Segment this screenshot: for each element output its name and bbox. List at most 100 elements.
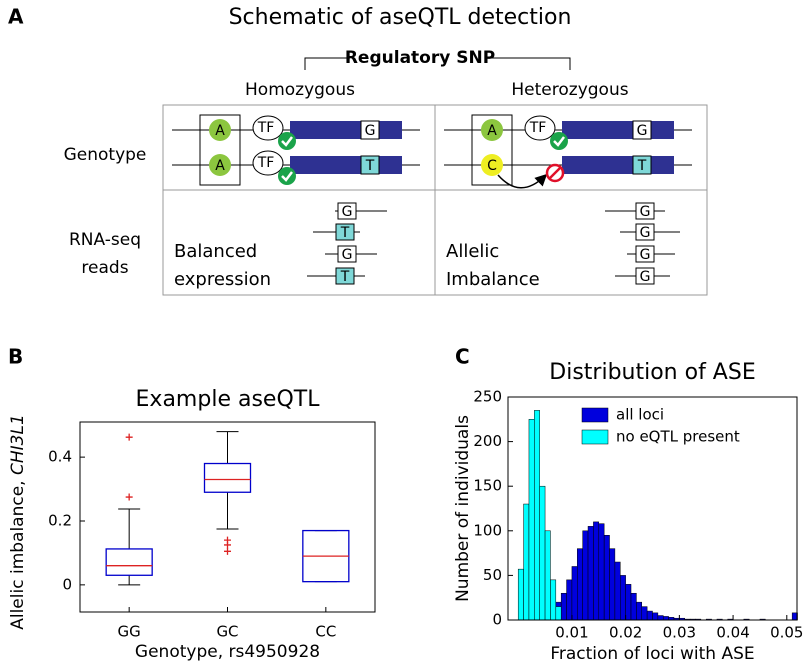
box	[203, 462, 252, 493]
snp-frame	[199, 114, 241, 186]
box	[105, 548, 153, 576]
histogram-bar	[657, 615, 664, 621]
snp-frame	[471, 114, 513, 186]
bracket	[304, 57, 571, 70]
histogram-bar	[609, 548, 616, 621]
allele-text: G	[365, 123, 376, 139]
x-tick-label: 0.02	[609, 624, 642, 642]
y-axis-label: Number of individuals	[453, 415, 473, 602]
allele-text: T	[637, 158, 647, 174]
gene-body	[562, 156, 674, 174]
gene-body	[562, 121, 674, 139]
snp-allele	[209, 154, 231, 176]
legend-label: all loci	[616, 406, 664, 424]
plot-frame	[507, 396, 798, 621]
histogram-bar	[523, 503, 530, 621]
allele-box	[632, 155, 652, 175]
allele-text: G	[637, 123, 648, 139]
histogram-bar	[555, 606, 562, 621]
check-mark	[281, 171, 293, 182]
y-tick-label: 100	[473, 521, 502, 539]
histogram-bar	[571, 566, 578, 621]
legend-swatch	[581, 407, 609, 423]
y-axis-label-gene: CHI3L1	[8, 414, 28, 475]
x-tick-label: 0.01	[555, 624, 588, 642]
row-label: Genotype	[64, 145, 147, 165]
label: Balanced	[174, 241, 257, 262]
histogram-bar	[625, 584, 632, 621]
snp-allele	[481, 154, 503, 176]
read-allele-box	[635, 245, 655, 263]
tf	[524, 115, 556, 141]
histogram-bar	[614, 561, 621, 621]
read-allele: G	[640, 225, 651, 241]
read-allele: G	[640, 269, 651, 285]
x-tick-label: 0.05	[770, 624, 803, 642]
regulatory-snp: Regulatory SNP	[345, 48, 495, 68]
histogram-bar	[566, 579, 573, 621]
snp-allele-text: C	[487, 158, 497, 174]
row-label: RNA-seq	[69, 230, 141, 250]
read-allele-box	[635, 223, 655, 241]
histogram-bar	[534, 410, 540, 621]
y-tick-label: 0.4	[48, 448, 72, 466]
histogram-bar	[630, 592, 637, 621]
gene-body	[290, 156, 402, 174]
read-allele: T	[340, 225, 350, 241]
check-mark	[281, 136, 293, 147]
snp-allele	[481, 119, 503, 141]
read-allele-box	[335, 267, 355, 285]
label: Allelic	[446, 241, 499, 262]
histogram-bar	[560, 592, 567, 621]
read-allele: G	[640, 247, 651, 263]
histogram-bar	[587, 526, 594, 621]
heterozygous-label: Heterozygous	[511, 80, 628, 100]
y-tick-label: 0	[492, 611, 502, 629]
check-icon	[278, 132, 296, 150]
check-icon	[550, 132, 568, 150]
y-axis-label-text: Allelic imbalance,	[8, 475, 28, 630]
histogram-bar	[582, 530, 589, 621]
histogram-bar	[646, 610, 653, 621]
allele-text: T	[365, 158, 375, 174]
y-tick-label: 50	[483, 566, 502, 584]
x-tick-label: 0.04	[716, 624, 749, 642]
label: Imbalance	[446, 269, 540, 290]
check-mark	[553, 136, 565, 147]
x-tick-label: GC	[216, 623, 238, 641]
effect-arrow	[497, 173, 548, 189]
check-icon	[278, 167, 296, 185]
y-tick-label: 0.2	[48, 511, 72, 529]
outlier	[125, 433, 133, 441]
histogram-bar	[641, 606, 648, 621]
histogram-bar	[593, 521, 600, 621]
histogram-bar	[652, 612, 659, 621]
read-allele-box	[337, 245, 357, 263]
histogram-bar	[539, 485, 546, 621]
panel-label: A	[8, 5, 24, 29]
read-allele: G	[640, 204, 651, 220]
y-tick-label: 250	[473, 388, 502, 406]
allele-box	[360, 155, 380, 175]
blocked-slash	[548, 166, 562, 180]
y-tick-label: 0	[62, 575, 72, 593]
read-allele: G	[342, 247, 353, 263]
tf	[252, 115, 284, 141]
y-tick-label: 200	[473, 432, 502, 450]
panel-label: C	[455, 345, 470, 369]
allele-box	[632, 120, 652, 140]
legend-label: no eQTL present	[616, 428, 740, 446]
x-axis-label: Genotype, rs4950928	[135, 642, 320, 662]
histogram-bar	[662, 616, 669, 621]
homozygous-label: Homozygous	[245, 80, 355, 100]
histogram-bar	[550, 579, 557, 621]
y-tick-label: 150	[473, 477, 502, 495]
tf	[252, 150, 284, 176]
histogram-bar	[636, 601, 643, 621]
snp-allele-text: A	[215, 123, 225, 139]
outlier	[224, 547, 231, 555]
read-allele: T	[340, 269, 350, 285]
allele-box	[360, 120, 380, 140]
outlier	[125, 493, 133, 501]
